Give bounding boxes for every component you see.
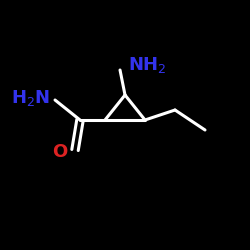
Text: H$_2$N: H$_2$N bbox=[11, 88, 50, 108]
Text: O: O bbox=[52, 144, 68, 162]
Text: NH$_2$: NH$_2$ bbox=[128, 55, 166, 75]
